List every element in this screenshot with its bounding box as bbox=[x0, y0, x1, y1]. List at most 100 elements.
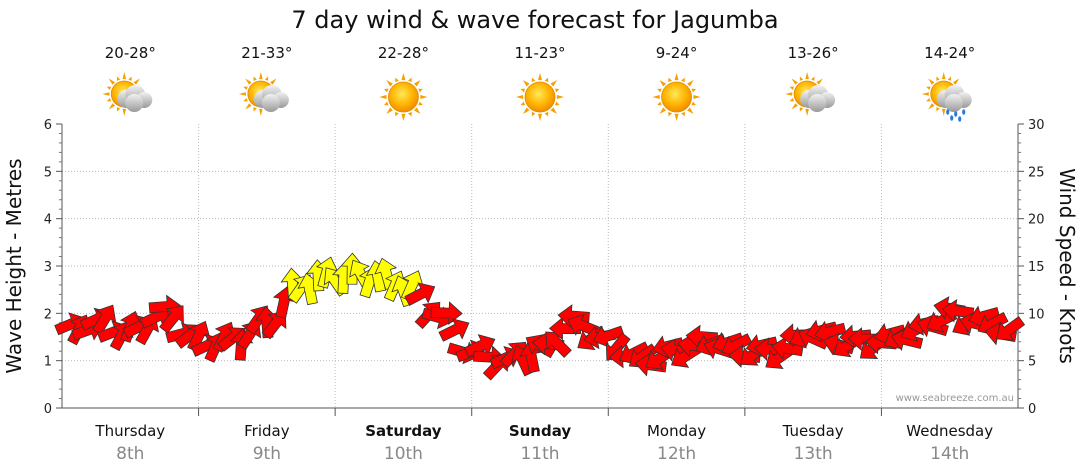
sunny-icon bbox=[516, 73, 564, 121]
sun-rays bbox=[379, 73, 428, 121]
sun-ray bbox=[805, 72, 809, 80]
sun-ray bbox=[523, 80, 530, 87]
day-name-label: Saturday bbox=[365, 422, 442, 440]
cloud-puff bbox=[125, 94, 144, 112]
sun-ray bbox=[537, 73, 543, 81]
sun-ray bbox=[116, 107, 121, 112]
sun-ray bbox=[657, 88, 662, 93]
sun-ray bbox=[928, 103, 935, 110]
cloud-puff bbox=[808, 94, 827, 112]
sun-ray bbox=[537, 113, 543, 121]
temperature-label: 20-28° bbox=[105, 44, 156, 62]
day-labels: Thursday 8th Friday 9th Saturday 10th Sunday 11… bbox=[94, 422, 993, 464]
sun-ray bbox=[805, 108, 809, 116]
wind-arrow bbox=[464, 334, 496, 358]
sun-ray bbox=[791, 78, 798, 85]
sun-ray bbox=[384, 88, 389, 93]
wind-arrows bbox=[54, 252, 1026, 381]
right-tick-label: 0 bbox=[1028, 402, 1036, 417]
sun-ray bbox=[936, 76, 940, 81]
sun-ray bbox=[674, 73, 679, 81]
sun-ray bbox=[238, 92, 246, 96]
sun-ray bbox=[413, 80, 421, 87]
right-axis-label: Wind Speed - Knots bbox=[1055, 168, 1079, 364]
day-date-label: 14th bbox=[930, 444, 969, 464]
sun-ray bbox=[395, 77, 399, 83]
day-name-label: Monday bbox=[647, 422, 706, 440]
cloud-shape bbox=[253, 85, 289, 112]
sun-ray bbox=[401, 73, 406, 81]
day-name-label: Sunday bbox=[509, 422, 572, 440]
left-tick-label: 3 bbox=[44, 260, 52, 275]
sun-ray bbox=[386, 80, 393, 87]
sun-ray bbox=[657, 101, 662, 106]
left-tick-label: 0 bbox=[44, 402, 52, 417]
sun-ray bbox=[516, 94, 524, 100]
sun-ray bbox=[941, 108, 946, 116]
sun-ray bbox=[106, 86, 112, 90]
sun-ray bbox=[133, 78, 140, 85]
sun-ray bbox=[243, 98, 248, 102]
day-name-label: Thursday bbox=[94, 422, 165, 440]
sun-ray bbox=[554, 101, 560, 106]
sun-ray bbox=[687, 107, 694, 114]
sun-ray bbox=[652, 94, 660, 100]
day-date-label: 13th bbox=[794, 444, 833, 464]
sun-ray bbox=[418, 101, 423, 106]
cloud-puff bbox=[944, 94, 963, 112]
sun-ray bbox=[936, 107, 940, 112]
sun-ray bbox=[687, 80, 694, 87]
raindrop bbox=[962, 109, 966, 115]
wind-arrow bbox=[592, 325, 625, 348]
sun-ray bbox=[384, 101, 389, 106]
chart-title: 7 day wind & wave forecast for Jagumba bbox=[291, 6, 778, 34]
sun-ray bbox=[659, 80, 667, 87]
sun-ray bbox=[122, 72, 127, 80]
sun-ray bbox=[413, 107, 421, 114]
raindrop bbox=[946, 109, 950, 115]
day-name-label: Wednesday bbox=[906, 422, 993, 440]
day-date-label: 12th bbox=[657, 444, 696, 464]
sun-ray bbox=[379, 94, 387, 100]
sun-ray bbox=[253, 76, 257, 81]
partly-cloudy-icon bbox=[238, 72, 289, 116]
sun-ray bbox=[128, 76, 132, 81]
sun-ray bbox=[941, 72, 946, 80]
sun-ray bbox=[799, 107, 804, 112]
sun-ray bbox=[264, 76, 269, 81]
sun-disc bbox=[388, 81, 419, 113]
temperature-label: 9-24° bbox=[656, 44, 698, 62]
left-axis-ticks: 0 1 2 3 4 5 6 bbox=[44, 118, 62, 417]
sun-ray bbox=[531, 77, 536, 83]
sun-disc bbox=[524, 81, 556, 113]
sun-ray bbox=[811, 76, 815, 81]
sun-ray bbox=[550, 80, 557, 87]
weather-icons bbox=[102, 72, 972, 122]
sun-ray bbox=[259, 108, 263, 116]
day-date-label: 9th bbox=[253, 444, 281, 464]
right-tick-label: 10 bbox=[1028, 307, 1045, 322]
sun-ray bbox=[789, 86, 795, 90]
sun-ray bbox=[668, 111, 672, 117]
day-date-label: 10th bbox=[384, 444, 423, 464]
sun-ray bbox=[408, 77, 412, 83]
temperature-label: 22-28° bbox=[378, 44, 429, 62]
wind-arrow bbox=[996, 316, 1026, 341]
right-axis-ticks: 0 5 10 15 20 25 30 bbox=[1018, 118, 1045, 417]
left-tick-label: 6 bbox=[44, 118, 52, 133]
sun-ray bbox=[259, 72, 263, 80]
cloud-shape bbox=[117, 85, 153, 112]
sun-ray bbox=[544, 111, 549, 117]
day-name-label: Friday bbox=[244, 422, 290, 440]
sun-ray bbox=[681, 111, 685, 117]
cloud-shape bbox=[800, 85, 836, 112]
wind-arrow bbox=[404, 282, 436, 306]
sun-ray bbox=[659, 107, 667, 114]
sun-ray bbox=[691, 88, 696, 93]
sun-ray bbox=[253, 107, 257, 112]
sun-ray bbox=[926, 98, 931, 102]
sun-ray bbox=[401, 113, 406, 121]
sun-ray bbox=[926, 86, 931, 90]
sun-ray bbox=[245, 103, 252, 110]
sun-ray bbox=[520, 88, 526, 93]
